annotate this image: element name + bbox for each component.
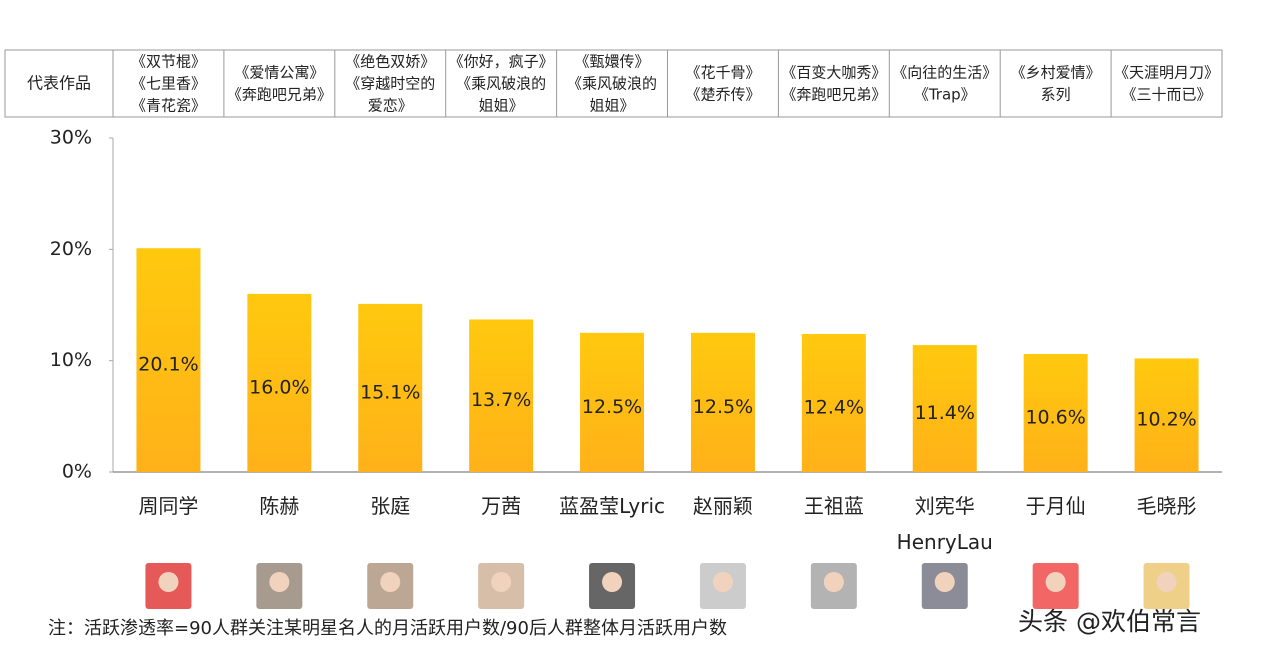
bar [912, 345, 977, 472]
x-tick-label: 陈赫 [259, 494, 299, 518]
x-tick-label: 张庭 [370, 494, 410, 518]
work-title: 《乘风破浪的 [567, 75, 657, 93]
value-label: 20.1% [138, 354, 198, 376]
avatar-face [602, 572, 623, 592]
work-title: 《你好，疯子》 [449, 53, 554, 71]
x-tick-label: 毛晓彤 [1137, 494, 1197, 518]
work-title: 姐姐》 [479, 97, 524, 115]
value-label: 12.5% [693, 396, 753, 418]
bar [136, 248, 201, 472]
x-tick-label: 万茜 [481, 494, 521, 518]
work-title: 《Trap》 [914, 86, 976, 104]
y-tick-label: 20% [50, 238, 92, 260]
work-title: 《双节棍》 [131, 53, 206, 71]
value-label: 11.4% [915, 402, 975, 424]
value-label: 13.7% [471, 389, 531, 411]
x-tick-label: 王祖蓝 [804, 494, 864, 518]
value-label: 10.2% [1136, 409, 1196, 431]
bar [469, 319, 534, 472]
work-title: 《七里香》 [131, 75, 206, 93]
work-title: 姐姐》 [590, 97, 635, 115]
work-title: 《向往的生活》 [892, 64, 997, 82]
work-title: 《乡村爱情》 [1011, 64, 1101, 82]
work-title: 《穿越时空的 [345, 75, 435, 93]
work-title: 《爱情公寓》 [234, 64, 324, 82]
table-border [4, 49, 1223, 118]
work-title: 《甄嬛传》 [575, 53, 650, 71]
x-tick-label: 于月仙 [1026, 494, 1086, 518]
work-title: 《花千骨》 [685, 64, 760, 82]
bar [247, 293, 312, 472]
avatar-face [158, 572, 179, 592]
y-tick-label: 10% [50, 349, 92, 371]
bar [580, 332, 645, 472]
avatar-face [269, 572, 290, 592]
avatar-face [934, 572, 955, 592]
work-title: 爱恋》 [368, 97, 413, 115]
work-title: 《三十而已》 [1122, 86, 1212, 104]
watermark: 头条 @欢伯常言 [1018, 607, 1201, 636]
avatar-face [1045, 572, 1066, 592]
row-header: 代表作品 [27, 74, 91, 93]
avatar-face [491, 572, 512, 592]
value-label: 10.6% [1025, 406, 1085, 428]
work-title: 《楚乔传》 [685, 86, 760, 104]
note: 注：活跃渗透率=90人群关注某明星名人的月活跃用户数/90后人群整体月活跃用户数 [48, 618, 727, 639]
bar [1023, 353, 1088, 472]
avatar-face [1156, 572, 1177, 592]
work-title: 《奔跑吧兄弟》 [781, 86, 886, 104]
y-tick-label: 30% [50, 127, 92, 149]
value-label: 12.4% [804, 396, 864, 418]
bar [358, 303, 423, 472]
y-tick-label: 0% [62, 461, 92, 483]
work-title: 《绝色双娇》 [345, 53, 435, 71]
work-title: 《百变大咖秀》 [781, 64, 886, 82]
avatar-face [380, 572, 401, 592]
x-tick-label: 刘宪华 HenryLau [897, 494, 993, 554]
work-title: 系列 [1041, 86, 1071, 104]
x-tick-label: 周同学 [138, 494, 198, 518]
bar [801, 333, 866, 472]
work-title: 《天涯明月刀》 [1114, 64, 1219, 82]
value-label: 12.5% [582, 396, 642, 418]
avatar-face [712, 572, 733, 592]
work-title: 《奔跑吧兄弟》 [227, 86, 332, 104]
bar [690, 332, 755, 472]
work-title: 《乘风破浪的 [456, 75, 546, 93]
bar [1134, 358, 1199, 472]
avatar-face [823, 572, 844, 592]
value-label: 16.0% [249, 376, 309, 398]
work-title: 《青花瓷》 [131, 97, 206, 115]
x-tick-label: 赵丽颖 [693, 494, 753, 518]
x-tick-label: 蓝盈莹Lyric [559, 494, 665, 518]
value-label: 15.1% [360, 381, 420, 403]
